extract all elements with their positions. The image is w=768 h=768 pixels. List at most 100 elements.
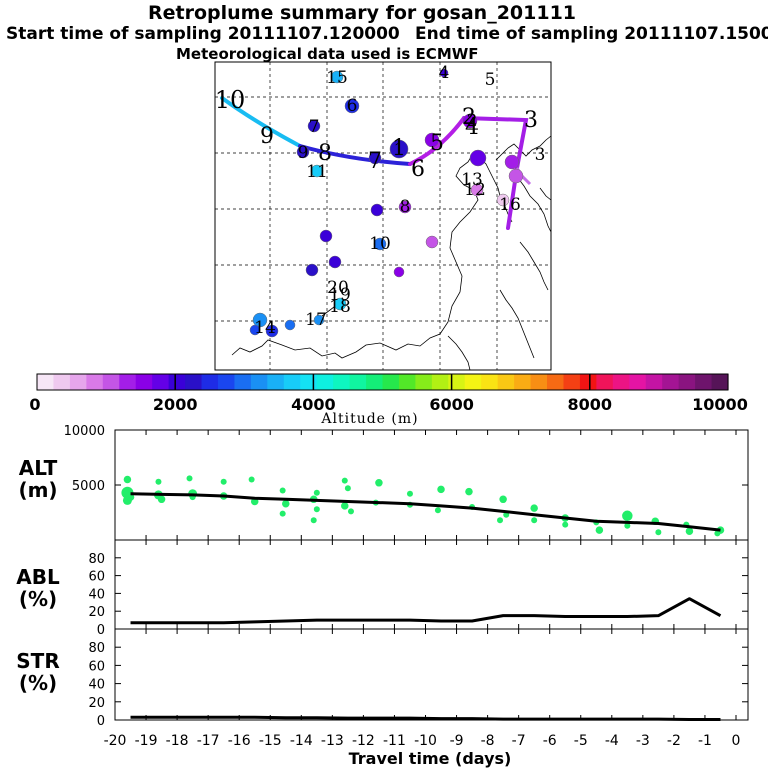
colorbar-swatch (267, 374, 285, 390)
y-tick-label: 80 (88, 552, 105, 567)
alt-point (220, 478, 227, 485)
centroid-label: 9 (260, 124, 274, 149)
cluster-point (296, 145, 310, 159)
colorbar-swatch (283, 374, 301, 390)
colorbar-swatch (86, 374, 104, 390)
x-tick-label: -11 (383, 733, 406, 749)
centroid-trajectory (298, 144, 412, 166)
alt-point (375, 479, 383, 487)
cluster-label: 2 (467, 111, 478, 131)
colorbar-swatch (234, 374, 252, 390)
colorbar-tick-label: 4000 (291, 395, 336, 414)
x-tick-label: -5 (574, 733, 588, 749)
cluster-label: 18 (329, 297, 351, 317)
x-tick-label: -7 (512, 733, 526, 749)
colorbar-swatch (102, 374, 120, 390)
colorbar-swatch (547, 374, 565, 390)
cluster-label: 4 (439, 63, 450, 83)
colorbar-swatch (398, 374, 417, 390)
x-tick-label: -14 (290, 733, 313, 749)
colorbar-swatch (333, 374, 351, 390)
cluster-point (319, 229, 333, 243)
colorbar-swatch (448, 374, 466, 390)
x-tick-label: -13 (321, 733, 344, 749)
colorbar-swatch (464, 374, 482, 390)
cluster-point (425, 235, 439, 249)
x-tick-label: -15 (259, 733, 282, 749)
x-tick-label: -9 (450, 733, 464, 749)
x-tick-label: -12 (352, 733, 375, 749)
x-tick-label: -6 (543, 733, 557, 749)
colorbar-swatch (53, 374, 71, 390)
alt-point (531, 517, 538, 524)
cluster-point (469, 149, 487, 167)
cluster-label: 13 (461, 170, 483, 190)
colorbar-tick-label: 8000 (568, 395, 613, 414)
abl-line (130, 597, 722, 625)
cluster-label: 10 (369, 234, 391, 254)
centroid-label: 1 (392, 136, 406, 161)
cluster-label: 7 (309, 117, 320, 137)
x-tick-label: -3 (636, 733, 650, 749)
coastline (499, 289, 535, 359)
y-tick-label: 0 (97, 623, 105, 638)
cluster-point (424, 132, 440, 148)
y-tick-label: 60 (88, 570, 105, 585)
cluster-point (307, 119, 321, 133)
centroid-trajectory (220, 96, 302, 148)
cluster-point (249, 324, 261, 336)
alt-point (595, 526, 604, 534)
colorbar-swatch (579, 374, 597, 390)
cluster-point (368, 151, 382, 165)
colorbar-tick-label: 10000 (692, 395, 748, 414)
coastline (539, 187, 552, 201)
colorbar-swatch (678, 374, 696, 390)
alt-point (186, 475, 193, 482)
x-tick-label: -8 (481, 733, 495, 749)
alt-point (310, 517, 317, 524)
colorbar-swatch (349, 374, 367, 390)
colorbar-swatch (37, 374, 55, 390)
x-tick-label: -19 (135, 733, 158, 749)
map-frame (214, 61, 552, 371)
cluster-point (265, 324, 279, 338)
centroid-trajectory (408, 116, 466, 166)
str-panel-label: STR (%) (16, 649, 60, 695)
coastline (231, 151, 479, 359)
cluster-point (439, 68, 449, 78)
colorbar-swatch (530, 374, 548, 390)
cluster-label: 15 (326, 68, 348, 88)
colorbar-swatch (135, 374, 153, 390)
colorbar-swatch (645, 374, 663, 390)
cluster-label: 11 (306, 162, 328, 182)
x-tick-label: -18 (166, 733, 189, 749)
colorbar-swatch (366, 374, 384, 390)
colorbar-swatch (152, 374, 170, 390)
alt-point (624, 522, 631, 529)
cluster-point (305, 263, 319, 277)
colorbar-tick-label: 0 (29, 395, 40, 414)
colorbar-title: Altitude (m) (320, 411, 418, 427)
colorbar-swatch (168, 374, 186, 390)
colorbar-swatch (711, 374, 729, 390)
colorbar-swatch (514, 374, 532, 390)
colorbar-swatch (316, 374, 334, 390)
cluster-label: 16 (499, 195, 521, 215)
y-tick-label: 40 (88, 587, 105, 602)
cluster-point (370, 203, 384, 217)
x-tick-label: -17 (197, 733, 220, 749)
cluster-point (252, 312, 268, 328)
cluster-label: 9 (298, 143, 309, 163)
colorbar-tick-label: 2000 (153, 395, 198, 414)
alt-point (497, 517, 504, 524)
colorbar-tick-label: 6000 (429, 395, 474, 414)
colorbar-swatch (497, 374, 515, 390)
colorbar-swatch (119, 374, 137, 390)
cluster-point (462, 113, 478, 129)
centroid-label: 6 (411, 157, 425, 182)
cluster-point (470, 183, 484, 197)
cluster-point (310, 164, 324, 178)
cluster-point (284, 319, 296, 331)
centroid-trajectory (462, 116, 529, 230)
